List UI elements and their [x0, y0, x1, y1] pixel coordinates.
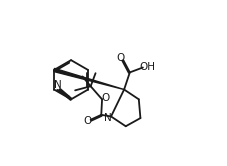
Text: O: O — [83, 116, 91, 126]
Text: N: N — [54, 81, 61, 90]
Polygon shape — [54, 68, 124, 89]
Text: N: N — [104, 113, 111, 123]
Text: O: O — [101, 93, 110, 103]
Text: OH: OH — [140, 62, 156, 72]
Text: O: O — [116, 53, 124, 63]
